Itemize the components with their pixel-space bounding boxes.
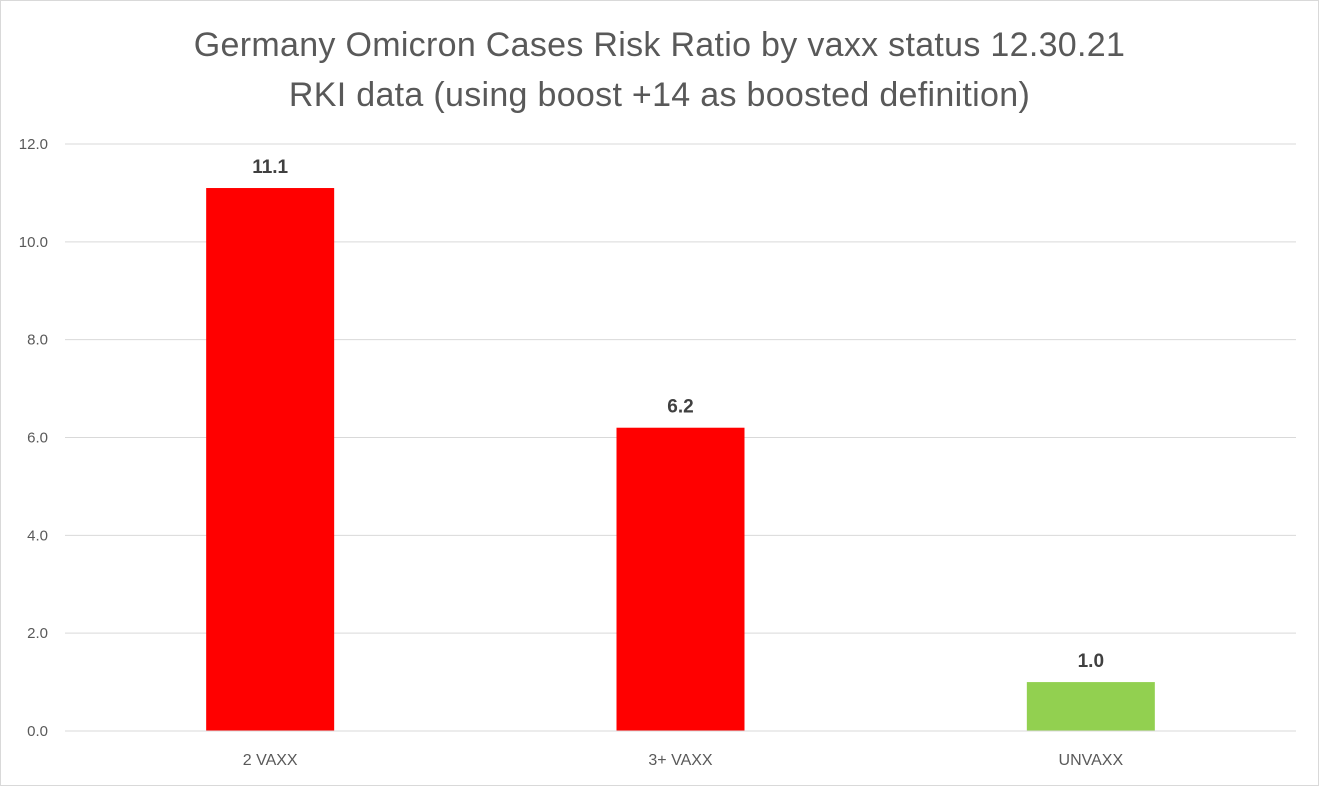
x-tick-label: 2 VAXX: [243, 752, 298, 769]
chart-title-block: Germany Omicron Cases Risk Ratio by vaxx…: [0, 20, 1319, 120]
y-tick-label: 8.0: [27, 332, 48, 349]
data-label: 11.1: [252, 157, 288, 178]
y-tick-label: 12.0: [19, 136, 48, 153]
y-tick-label: 4.0: [27, 527, 48, 544]
bar: [1026, 682, 1155, 731]
data-label: 1.0: [1078, 651, 1104, 672]
bar: [616, 427, 745, 731]
y-tick-label: 2.0: [27, 625, 48, 642]
y-tick-label: 0.0: [27, 723, 48, 740]
y-tick-label: 10.0: [19, 234, 48, 251]
chart-subtitle: RKI data (using boost +14 as boosted def…: [288, 76, 1031, 114]
data-label: 6.2: [667, 397, 693, 418]
x-tick-label: 3+ VAXX: [648, 752, 713, 769]
bar: [206, 188, 335, 731]
chart-title: Germany Omicron Cases Risk Ratio by vaxx…: [193, 26, 1126, 64]
x-tick-label: UNVAXX: [1059, 752, 1124, 769]
y-tick-label: 6.0: [27, 430, 48, 447]
